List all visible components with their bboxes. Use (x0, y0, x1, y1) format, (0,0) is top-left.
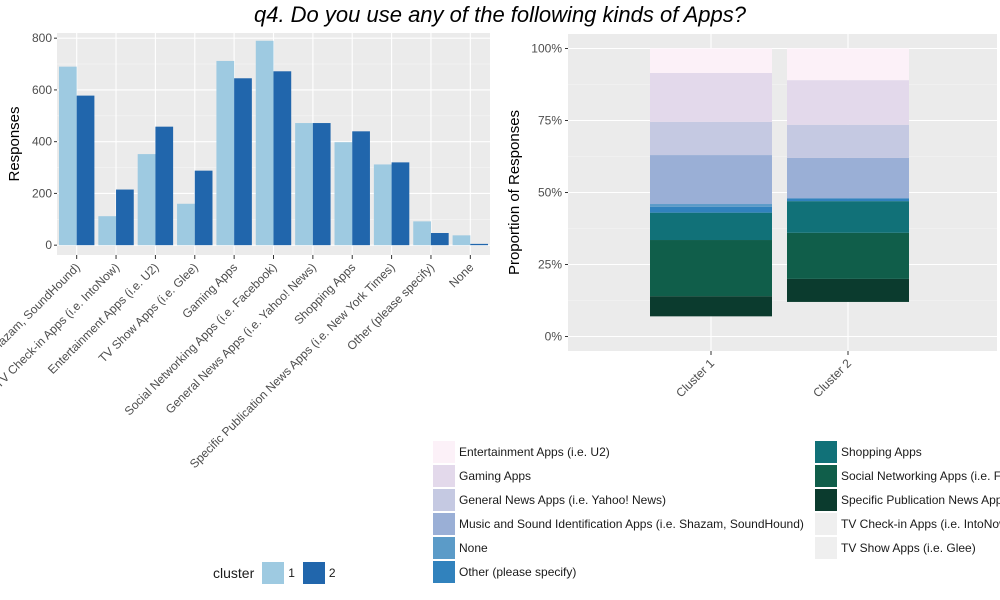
stacked-segment (650, 204, 772, 207)
bar-cluster-2 (312, 123, 331, 246)
bar-cluster-1 (373, 164, 392, 246)
fill-legend-item: General News Apps (i.e. Yahoo! News) (433, 489, 666, 511)
stacked-segment (787, 124, 909, 158)
fill-legend-key (433, 537, 455, 559)
stacked-segment (650, 155, 772, 205)
stacked-segment (650, 212, 772, 241)
bar-cluster-1 (295, 123, 313, 246)
stacked-segment (650, 48, 772, 73)
bar-cluster-1 (177, 203, 195, 246)
fill-legend-item: Entertainment Apps (i.e. U2) (433, 441, 610, 463)
bar-cluster-2 (76, 95, 95, 246)
stacked-segment (650, 72, 772, 122)
fill-legend-label: Entertainment Apps (i.e. U2) (459, 445, 610, 459)
fill-legend-label: TV Check-in Apps (i.e. IntoNow) (841, 517, 1000, 531)
cluster-2-key (302, 562, 325, 584)
fill-legend-key (815, 489, 837, 511)
fill-legend-label: None (459, 541, 488, 555)
fill-legend-key (433, 441, 455, 463)
fill-legend-item: Shopping Apps (815, 441, 1000, 463)
bar-cluster-1 (58, 66, 77, 246)
stacked-segment (787, 157, 909, 199)
stacked-segment (650, 121, 772, 156)
right-y-tick-label: 100% (531, 42, 562, 56)
left-y-tick-label: 600 (32, 83, 52, 97)
left-x-tick-label: None (446, 260, 476, 290)
fill-legend-item: Other (please specify) (433, 561, 576, 583)
right-x-tick-label: Cluster 2 (810, 356, 854, 400)
cluster-2-label: 2 (328, 566, 336, 580)
responses-bar-chart: 0 200 400 600 800 Music and Sound Identificat… (0, 31, 490, 514)
stacked-segment (650, 240, 772, 297)
stacked-segment (787, 278, 909, 302)
fill-legend-label: TV Show Apps (i.e. Glee) (841, 541, 976, 555)
stacked-segment (787, 80, 909, 125)
proportion-stacked-bar-chart: 0% 25% 50% 75% 100% Cluster 1 Cluster 2 Proport… (506, 34, 997, 400)
stacked-segment (787, 198, 909, 202)
bar-cluster-2 (234, 78, 252, 246)
fill-legend-item: Social Networking Apps (i.e. Facebook) (815, 465, 1000, 487)
fill-legend-label: Other (please specify) (459, 565, 577, 579)
fill-legend-label: Shopping Apps (841, 445, 922, 459)
fill-legend-key (433, 465, 455, 487)
fill-legend-key (815, 465, 837, 487)
stacked-segment (650, 296, 772, 317)
cluster-1-label: 1 (288, 566, 295, 580)
bar-cluster-2 (352, 131, 370, 246)
bar-cluster-1 (98, 216, 117, 246)
fill-legend-item: Specific Publication News Apps (i.e. New… (815, 489, 1000, 511)
fill-legend-key (815, 537, 837, 559)
fill-legend-item: Music and Sound Identification Apps (i.e… (433, 513, 804, 535)
cluster-1-key (262, 562, 285, 584)
bar-cluster-2 (430, 233, 449, 246)
fill-legend-label: Social Networking Apps (i.e. Facebook) (841, 469, 1000, 483)
bar-cluster-1 (413, 221, 431, 246)
bar-cluster-2 (391, 162, 410, 246)
right-y-tick-label: 0% (545, 330, 563, 344)
left-y-tick-label: 400 (32, 135, 52, 149)
right-y-axis-title: Proportion of Responses (506, 110, 523, 275)
fill-legend-label: Music and Sound Identification Apps (i.e… (459, 517, 804, 531)
stacked-segment (650, 206, 772, 213)
stacked-segment (787, 201, 909, 233)
right-y-tick-label: 25% (538, 258, 562, 272)
page-title: q4. Do you use any of the following kind… (253, 2, 747, 27)
left-x-tick-label: Music and Sound Identification Apps (i.e… (0, 260, 83, 514)
fill-legend-item: Gaming Apps (433, 465, 531, 487)
cluster-legend-title: cluster (213, 565, 255, 581)
bar-cluster-1 (334, 142, 353, 246)
fill-legend-key (433, 513, 455, 535)
right-x-tick-label: Cluster 1 (673, 356, 717, 400)
bar-cluster-1 (452, 235, 471, 246)
bar-cluster-2 (116, 189, 134, 246)
left-y-tick-label: 800 (32, 31, 52, 45)
bar-cluster-2 (470, 243, 489, 246)
left-y-axis-title: Responses (6, 106, 23, 181)
fill-legend-label: General News Apps (i.e. Yahoo! News) (459, 493, 666, 507)
stacked-segment (787, 48, 909, 81)
bar-cluster-1 (137, 154, 156, 246)
bar-cluster-1 (255, 40, 274, 246)
right-y-tick-label: 75% (538, 114, 562, 128)
fill-legend-item: None (433, 537, 488, 559)
left-y-tick-label: 0 (45, 238, 52, 252)
bar-cluster-2 (155, 126, 174, 246)
fill-legend-label: Gaming Apps (459, 469, 532, 483)
cluster-legend: cluster 1 2 (213, 560, 336, 586)
fill-legend-label: Specific Publication News Apps (i.e. New… (841, 493, 1000, 507)
left-y-tick-label: 200 (32, 186, 52, 200)
fill-legend-item: TV Check-in Apps (i.e. IntoNow) (815, 513, 1000, 535)
bar-cluster-2 (194, 170, 213, 246)
fill-legend-key (433, 561, 455, 583)
bar-cluster-2 (273, 71, 292, 246)
bar-cluster-1 (216, 60, 235, 246)
fill-legend-key (433, 489, 455, 511)
fill-legend-key (815, 441, 837, 463)
stacked-segment (787, 232, 909, 279)
fill-legend-item: TV Show Apps (i.e. Glee) (815, 537, 1000, 559)
right-y-tick-label: 50% (538, 186, 562, 200)
fill-legend-key (815, 513, 837, 535)
